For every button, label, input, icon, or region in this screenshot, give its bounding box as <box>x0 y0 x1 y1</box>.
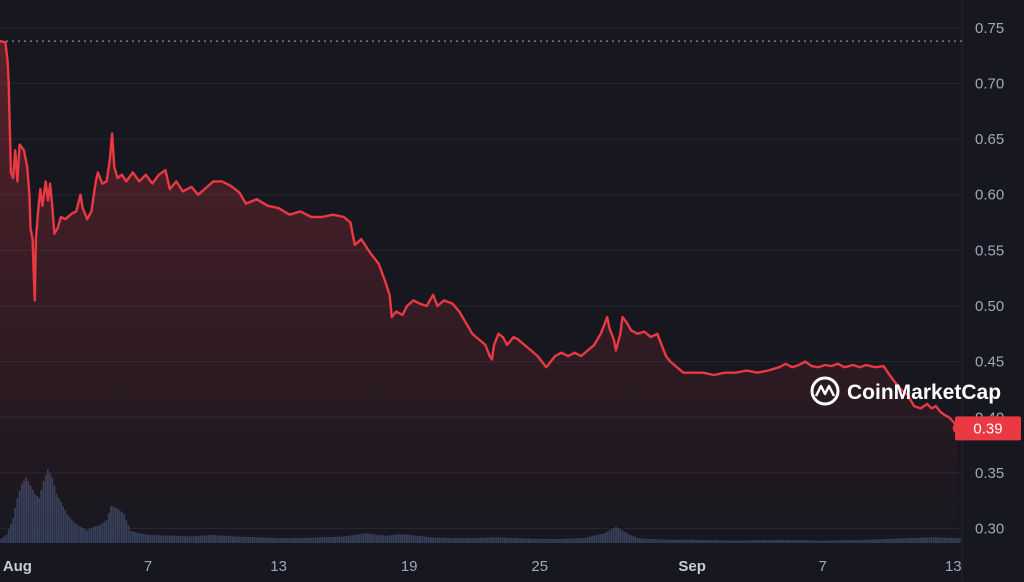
coinmarketcap-logo-mark <box>814 384 836 397</box>
current-price-badge <box>955 416 1021 441</box>
x-tick-label: Aug <box>3 558 32 575</box>
current-price-label: 0.39 <box>973 420 1002 437</box>
volume-bar <box>956 538 959 543</box>
x-axis: Aug 7 13 19 25 Sep 7 13 <box>3 558 962 575</box>
x-tick-label: Sep <box>678 558 706 575</box>
y-axis: 0.750.700.650.600.550.500.450.400.350.30 <box>975 20 1004 538</box>
x-tick-label: 13 <box>270 558 287 575</box>
y-tick-label: 0.30 <box>975 521 1004 538</box>
coinmarketcap-watermark: CoinMarketCap <box>810 376 1001 406</box>
watermark-text: CoinMarketCap <box>847 381 1001 404</box>
x-tick-label: 13 <box>945 558 962 575</box>
current-price-tag: 0.39 <box>952 416 1021 441</box>
price-area-fill <box>0 41 958 543</box>
x-tick-label: 7 <box>819 558 827 575</box>
y-tick-label: 0.75 <box>975 20 1004 37</box>
x-tick-label: 25 <box>531 558 548 575</box>
coinmarketcap-logo-icon <box>810 376 840 406</box>
volume-bar <box>958 538 961 543</box>
price-line-path <box>0 39 959 430</box>
x-tick-label: 7 <box>144 558 152 575</box>
x-tick-label: 19 <box>401 558 418 575</box>
price-area <box>0 41 958 543</box>
y-tick-label: 0.50 <box>975 298 1004 315</box>
y-tick-label: 0.60 <box>975 187 1004 204</box>
y-tick-label: 0.70 <box>975 75 1004 92</box>
price-line <box>0 39 959 430</box>
y-tick-label: 0.55 <box>975 242 1004 259</box>
y-tick-label: 0.65 <box>975 131 1004 148</box>
y-tick-label: 0.45 <box>975 354 1004 371</box>
y-tick-label: 0.35 <box>975 465 1004 482</box>
